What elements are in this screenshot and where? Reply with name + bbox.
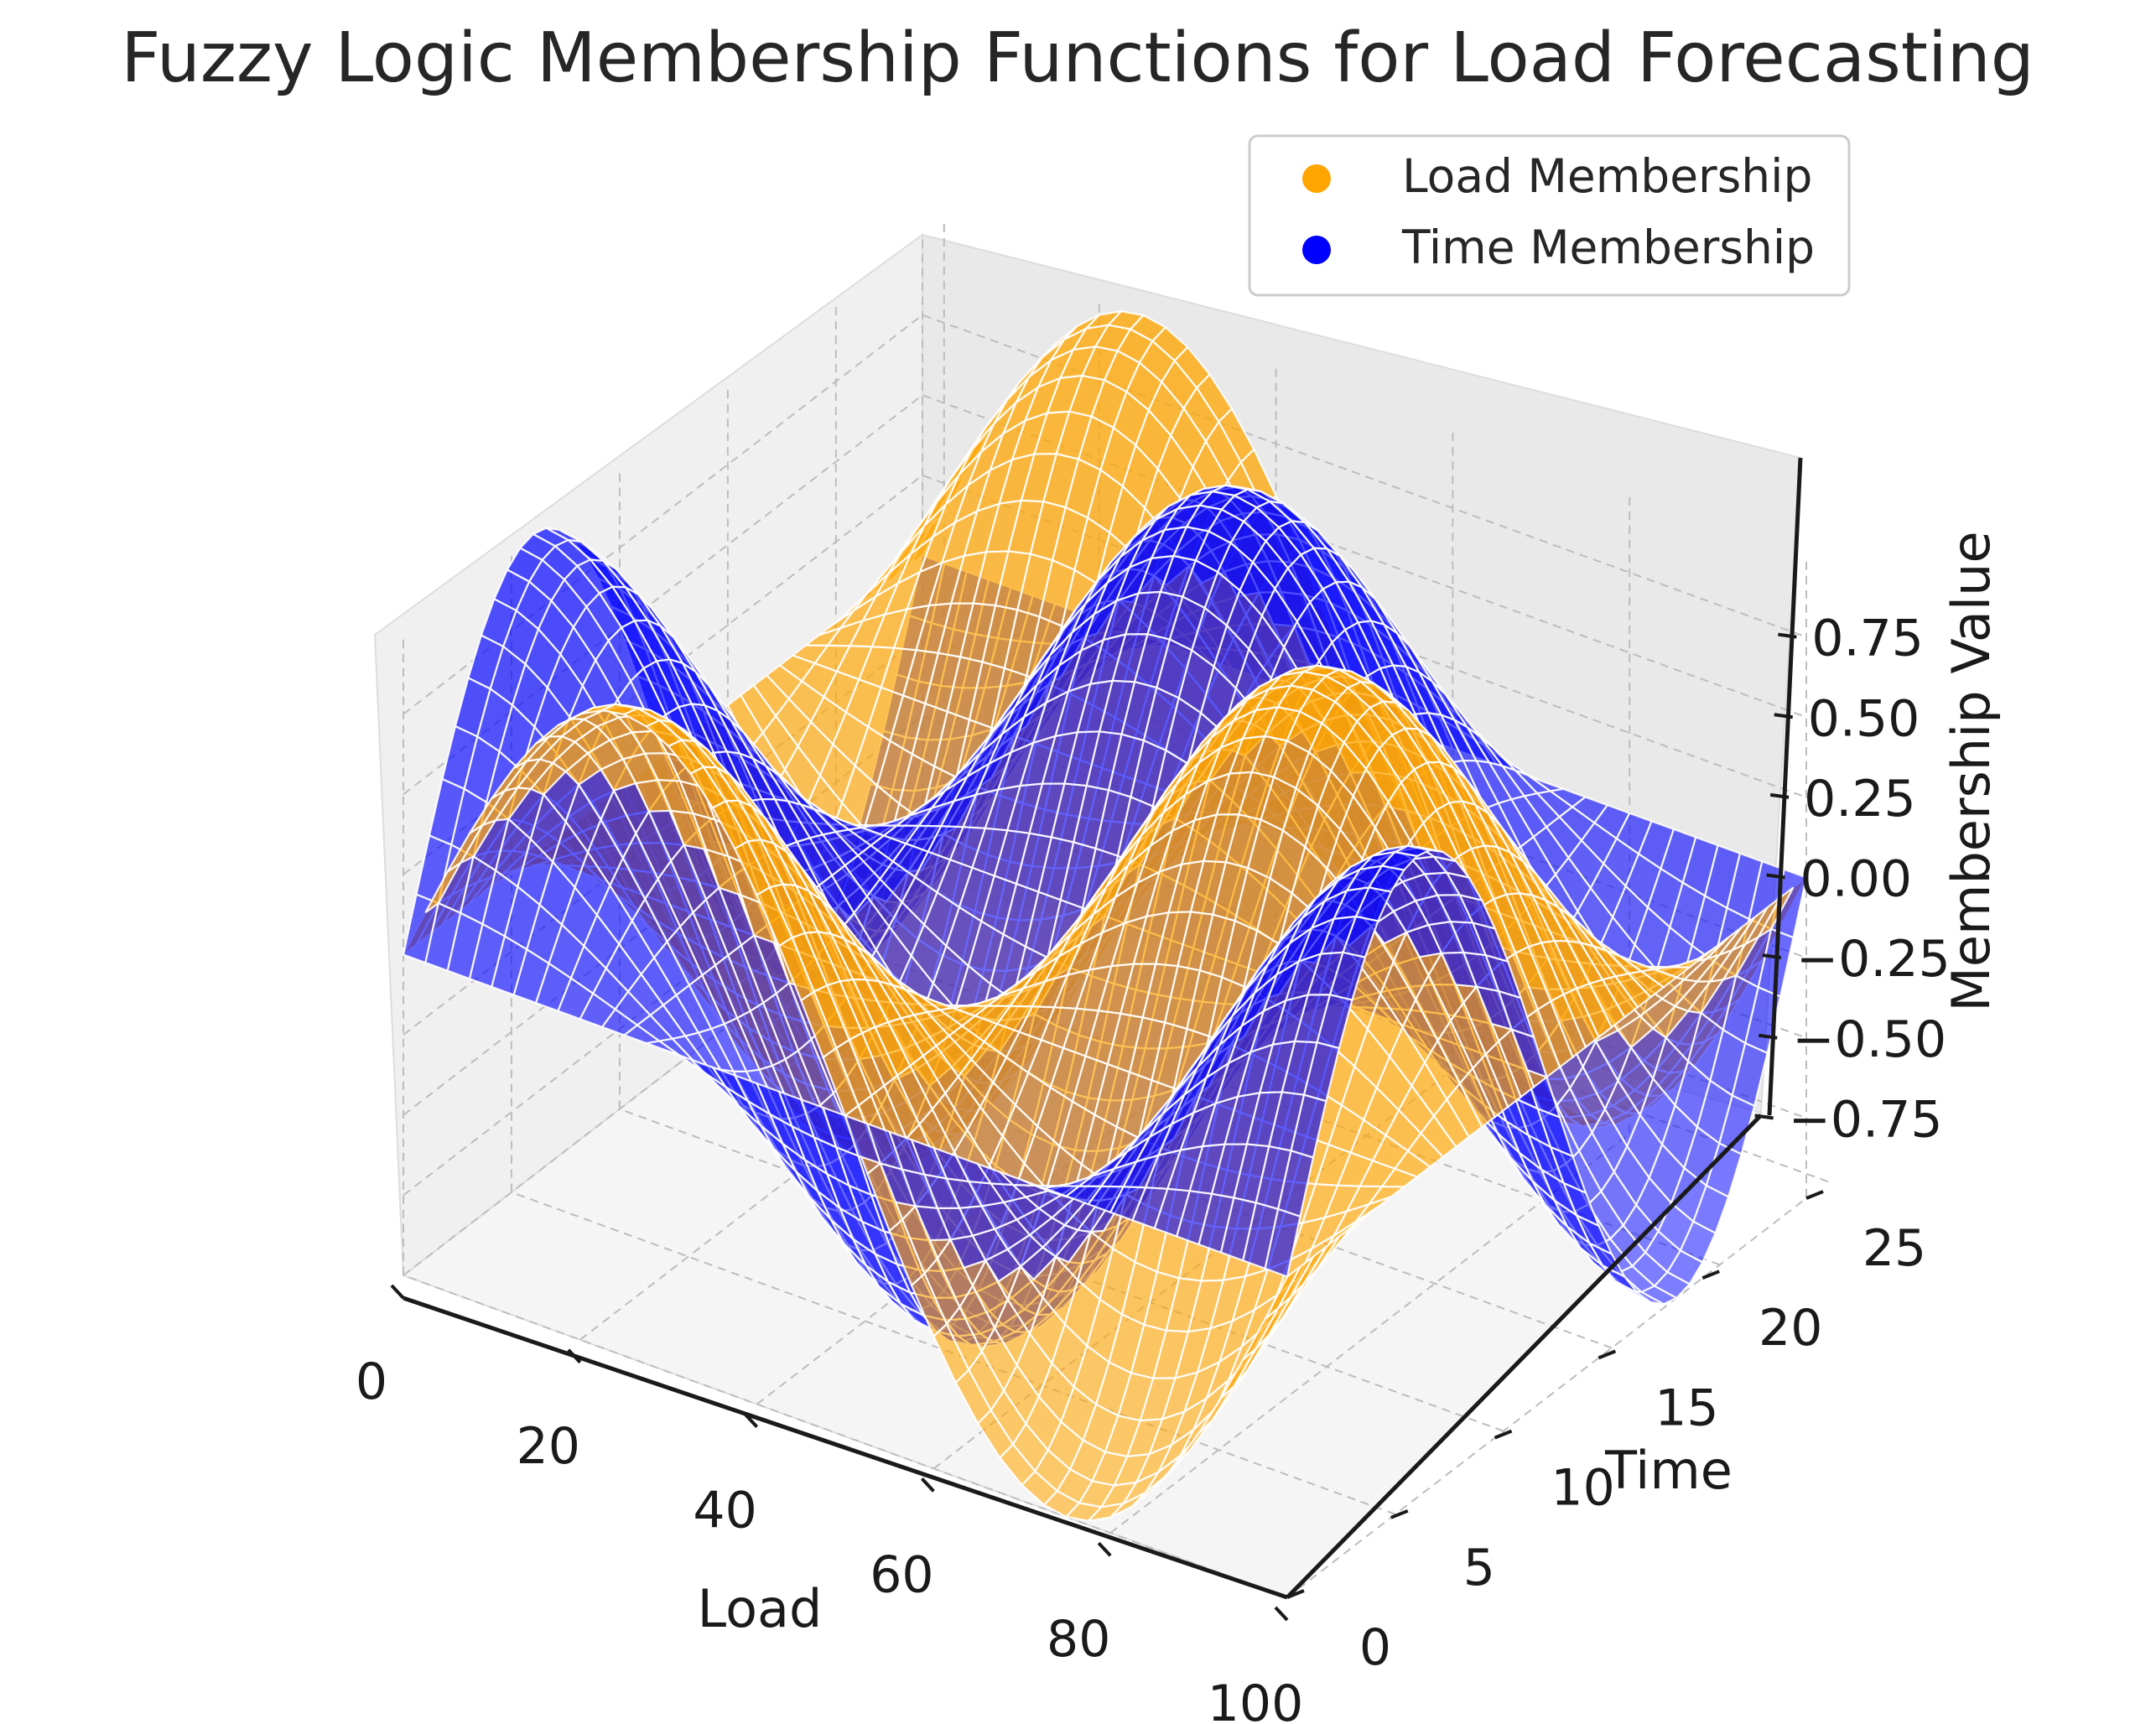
y-tick-label: 20 [1759,1299,1822,1358]
z-tick-mark [1774,713,1794,719]
z-axis-line [1767,457,1803,1116]
legend-marker-time [1302,236,1331,264]
z-tick-mark [1758,1033,1778,1040]
y-tick-mark [1390,1508,1409,1519]
z-tick-label: 0.75 [1811,610,1924,668]
z-axis-ticks: −0.75 −0.50 −0.25 0.00 0.25 0.50 0.75 [1754,610,1951,1149]
gridline-x [403,235,923,1276]
load-surface-facet [1264,1265,1301,1320]
y-tick-label: 10 [1551,1459,1614,1518]
axes [403,457,1803,1600]
x-tick-mark [920,1477,935,1493]
chart-title: Fuzzy Logic Membership Functions for Loa… [121,18,2034,98]
z-tick-mark [1766,873,1785,880]
x-tick-label: 0 [356,1353,387,1411]
x-tick-mark [567,1348,582,1364]
y-tick-label: 5 [1463,1539,1495,1597]
surfaces [402,309,1808,1523]
x-tick-label: 100 [1208,1675,1304,1724]
y-tick-mark [1701,1270,1720,1280]
z-tick-label: −0.25 [1796,930,1951,989]
z-tick-label: −0.75 [1789,1090,1943,1149]
y-axis-label: Time [1604,1440,1733,1501]
legend-frame [1248,134,1851,297]
y-tick-label: 25 [1862,1219,1926,1278]
y-axis-ticks: 0 5 10 15 20 25 [1286,1190,1926,1677]
z-tick-label: 0.00 [1800,850,1913,909]
gridline-x [579,299,1100,1341]
z-tick-label: 0.25 [1804,770,1916,828]
x-tick-label: 20 [517,1417,580,1476]
x-axis-line [403,1296,1288,1600]
gridline-x [1286,557,1807,1598]
z-tick-label: 0.50 [1808,689,1920,748]
y-tick-mark [1598,1349,1617,1360]
legend: Load Membership Time Membership [1248,134,1851,297]
x-tick-mark [1274,1606,1289,1622]
time-surface-facet [1264,1207,1301,1278]
x-tick-mark [390,1284,405,1300]
x-axis-label: Load [698,1578,823,1639]
legend-label-time: Time Membership [1401,221,1815,274]
y-tick-label: 0 [1359,1618,1391,1677]
z-tick-mark [1754,1114,1774,1120]
y-tick-mark [1494,1429,1513,1440]
z-tick-label: −0.50 [1792,1010,1946,1069]
x-tick-label: 60 [870,1545,933,1604]
z-tick-mark [1762,953,1782,960]
z-tick-mark [1778,632,1797,639]
y-tick-mark [1805,1190,1824,1200]
x-axis-ticks: 0 20 40 60 80 100 [356,1284,1304,1724]
x-tick-label: 40 [693,1482,756,1540]
y-axis-line [1286,1114,1763,1599]
y-tick-mark [1286,1589,1305,1599]
legend-label-load: Load Membership [1402,149,1812,203]
gridline-x [1109,492,1631,1534]
x-tick-mark [1097,1541,1112,1557]
y-tick-label: 15 [1655,1379,1718,1437]
x-tick-mark [744,1413,759,1428]
legend-marker-load [1302,164,1331,193]
gridline-z [403,795,1807,1197]
z-axis-label: Membership Value [1940,531,2002,1011]
z-tick-mark [1769,792,1790,799]
x-tick-label: 80 [1047,1610,1110,1669]
